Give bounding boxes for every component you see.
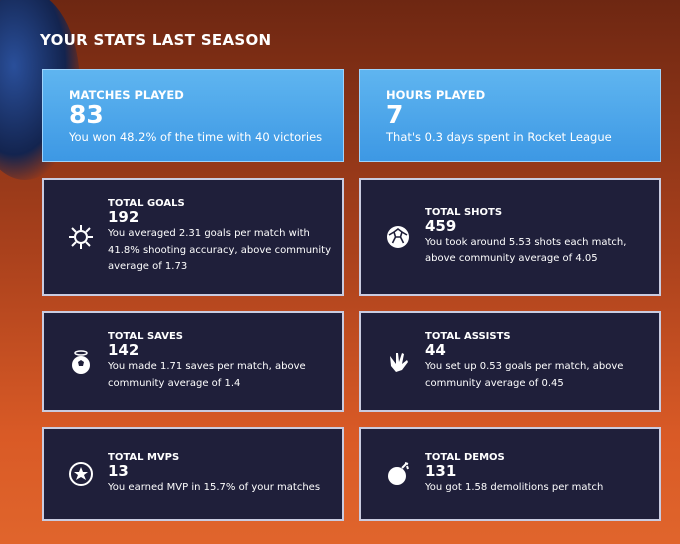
stat-icon — [388, 462, 409, 485]
stat-value: 459 — [425, 216, 457, 235]
stat-icon — [69, 462, 93, 486]
stat-value: 131 — [425, 461, 457, 480]
stat-label: HOURS PLAYED — [386, 88, 486, 102]
stat-value: 44 — [425, 341, 446, 359]
stat-description: You made 1.71 saves per match, above com… — [108, 361, 306, 389]
stat-description: You won 48.2% of the time with 40 victor… — [69, 130, 323, 144]
stat-text: TOTAL SAVES 142 You made 1.71 saves per ma… — [108, 331, 334, 392]
stat-label: TOTAL ASSISTS — [425, 331, 511, 342]
page-title: YOUR STATS LAST SEASON — [40, 31, 272, 49]
stat-description: That's 0.3 days spent in Rocket League — [386, 130, 612, 144]
stat-label: TOTAL DEMOS — [425, 451, 505, 463]
stat-text: TOTAL GOALS 192 You averaged 2.31 goals pe… — [108, 198, 334, 276]
stat-card: TOTAL DEMOS 131 You got 1.58 demolitions p… — [359, 427, 661, 521]
highlight-card: MATCHES PLAYED 83 You won 48.2% of the tim… — [42, 69, 344, 162]
stat-icon — [69, 225, 93, 249]
stat-description: You set up 0.53 goals per match, above c… — [425, 361, 624, 389]
stat-label: TOTAL GOALS — [108, 198, 185, 210]
stat-value: 142 — [108, 341, 140, 359]
stat-card: TOTAL ASSISTS 44 You set up 0.53 goals per… — [359, 311, 661, 412]
stat-icon — [387, 226, 409, 248]
stat-value: 13 — [108, 461, 129, 480]
stat-text: TOTAL SHOTS 459 You took around 5.53 shots… — [425, 207, 651, 268]
stat-text: TOTAL DEMOS 131 You got 1.58 demolitions p… — [425, 452, 651, 497]
stat-card: TOTAL SHOTS 459 You took around 5.53 shots… — [359, 178, 661, 296]
stat-description: You earned MVP in 15.7% of your matches — [108, 481, 321, 493]
stat-value: 7 — [386, 100, 404, 129]
stat-description: You took around 5.53 shots each match, a… — [425, 236, 627, 265]
stat-text: TOTAL MVPS 13 You earned MVP in 15.7% of y… — [108, 452, 334, 497]
stat-label: TOTAL SHOTS — [425, 206, 503, 218]
stat-value: 83 — [69, 100, 104, 129]
highlight-card: HOURS PLAYED 7 That's 0.3 days spent in Ro… — [359, 69, 661, 162]
stat-card: TOTAL MVPS 13 You earned MVP in 15.7% of y… — [42, 427, 344, 521]
stat-card: TOTAL GOALS 192 You averaged 2.31 goals pe… — [42, 178, 344, 296]
stat-description: You averaged 2.31 goals per match with 4… — [108, 228, 332, 273]
stat-label: MATCHES PLAYED — [69, 88, 184, 102]
stat-icon — [390, 352, 408, 372]
stat-icon — [72, 349, 90, 374]
stat-card: TOTAL SAVES 142 You made 1.71 saves per ma… — [42, 311, 344, 412]
stat-label: TOTAL MVPS — [108, 451, 180, 463]
stat-label: TOTAL SAVES — [108, 331, 183, 342]
stat-value: 192 — [108, 208, 140, 227]
stat-description: You got 1.58 demolitions per match — [425, 481, 604, 493]
stat-text: TOTAL ASSISTS 44 You set up 0.53 goals per… — [425, 331, 651, 392]
